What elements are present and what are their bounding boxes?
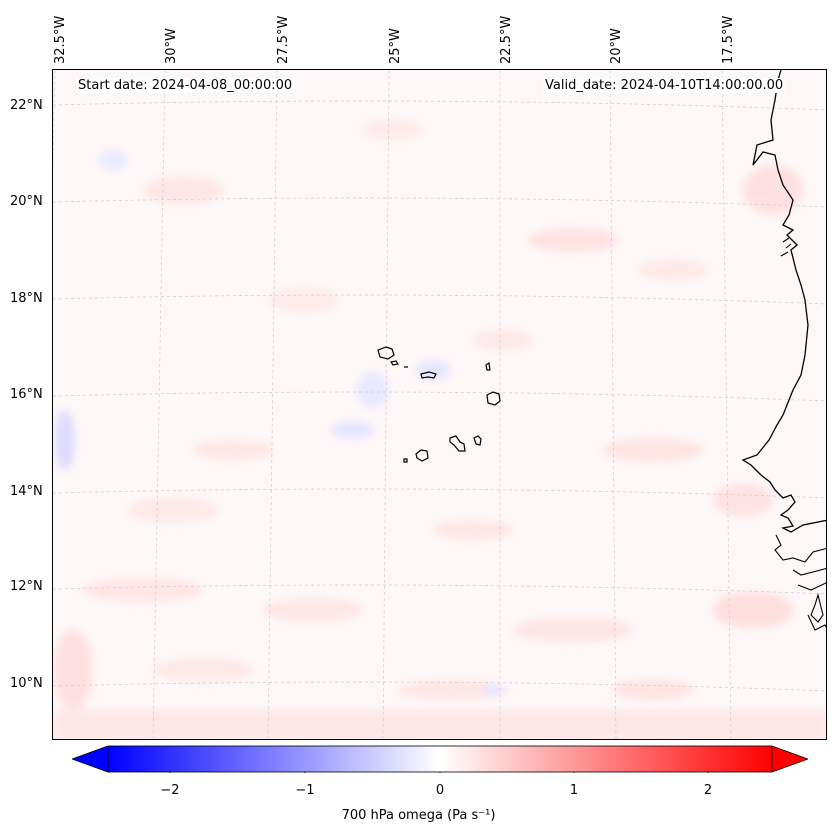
island-sao-nicolau <box>420 371 437 379</box>
lon-label-20w: 20°W <box>609 28 624 64</box>
island-fogo <box>415 449 429 462</box>
map-panel[interactable] <box>52 69 827 740</box>
island-maio <box>473 435 482 446</box>
lat-label-14n: 14°N <box>10 484 43 499</box>
graticule <box>53 70 826 739</box>
gridline-lon-30 <box>152 70 166 739</box>
gridline-lon-17-5 <box>721 70 732 739</box>
colorbar-extend-low <box>70 745 109 773</box>
lat-label-20n: 20°N <box>10 194 43 209</box>
colorbar-tick-neg2: −2 <box>160 783 180 798</box>
coastline-mainland <box>741 70 826 533</box>
omega-field-map <box>53 70 826 739</box>
coastline-banc-arguin <box>780 237 792 257</box>
colorbar-gradient <box>107 745 773 773</box>
lon-label-27-5w: 27.5°W <box>276 15 291 64</box>
lat-label-16n: 16°N <box>10 387 43 402</box>
lon-label-30w: 30°W <box>164 28 179 64</box>
coastline-gambia-guinea-bissau <box>774 534 826 563</box>
island-brava <box>403 458 408 463</box>
lon-label-17-5w: 17.5°W <box>721 15 736 64</box>
gridline-lon-25 <box>382 70 390 739</box>
gridline-lon-27-5 <box>267 70 278 739</box>
coastline-bijagos <box>792 567 826 631</box>
start-date-label: Start date: 2024-04-08_00:00:00 <box>76 78 295 93</box>
gridline-lon-20 <box>609 70 617 739</box>
lat-label-22n: 22°N <box>10 98 43 113</box>
cape-verde-islands <box>377 346 501 463</box>
lon-label-25w: 25°W <box>388 28 403 64</box>
colorbar-tick-2: 2 <box>703 783 713 798</box>
lon-label-32-5w: 32.5°W <box>53 15 68 64</box>
lat-label-18n: 18°N <box>10 291 43 306</box>
colorbar <box>70 745 810 776</box>
lat-label-10n: 10°N <box>10 676 43 691</box>
colorbar-tick-1: 1 <box>569 783 579 798</box>
island-santiago <box>449 435 466 452</box>
island-santo-antao <box>377 346 395 360</box>
field-background <box>53 70 826 739</box>
island-sao-vicente <box>390 360 399 366</box>
colorbar-tick-0: 0 <box>435 783 445 798</box>
colorbar-tick-neg1: −1 <box>295 783 315 798</box>
island-boa-vista <box>486 391 501 406</box>
colorbar-title: 700 hPa omega (Pa s⁻¹) <box>341 808 496 823</box>
valid-date-label: Valid_date: 2024-04-10T14:00:00.00 <box>543 78 786 93</box>
lon-label-22-5w: 22.5°W <box>499 15 514 64</box>
island-sal <box>485 361 491 371</box>
colorbar-svg <box>70 745 810 776</box>
lat-label-12n: 12°N <box>10 579 43 594</box>
colorbar-extend-high <box>771 745 810 773</box>
